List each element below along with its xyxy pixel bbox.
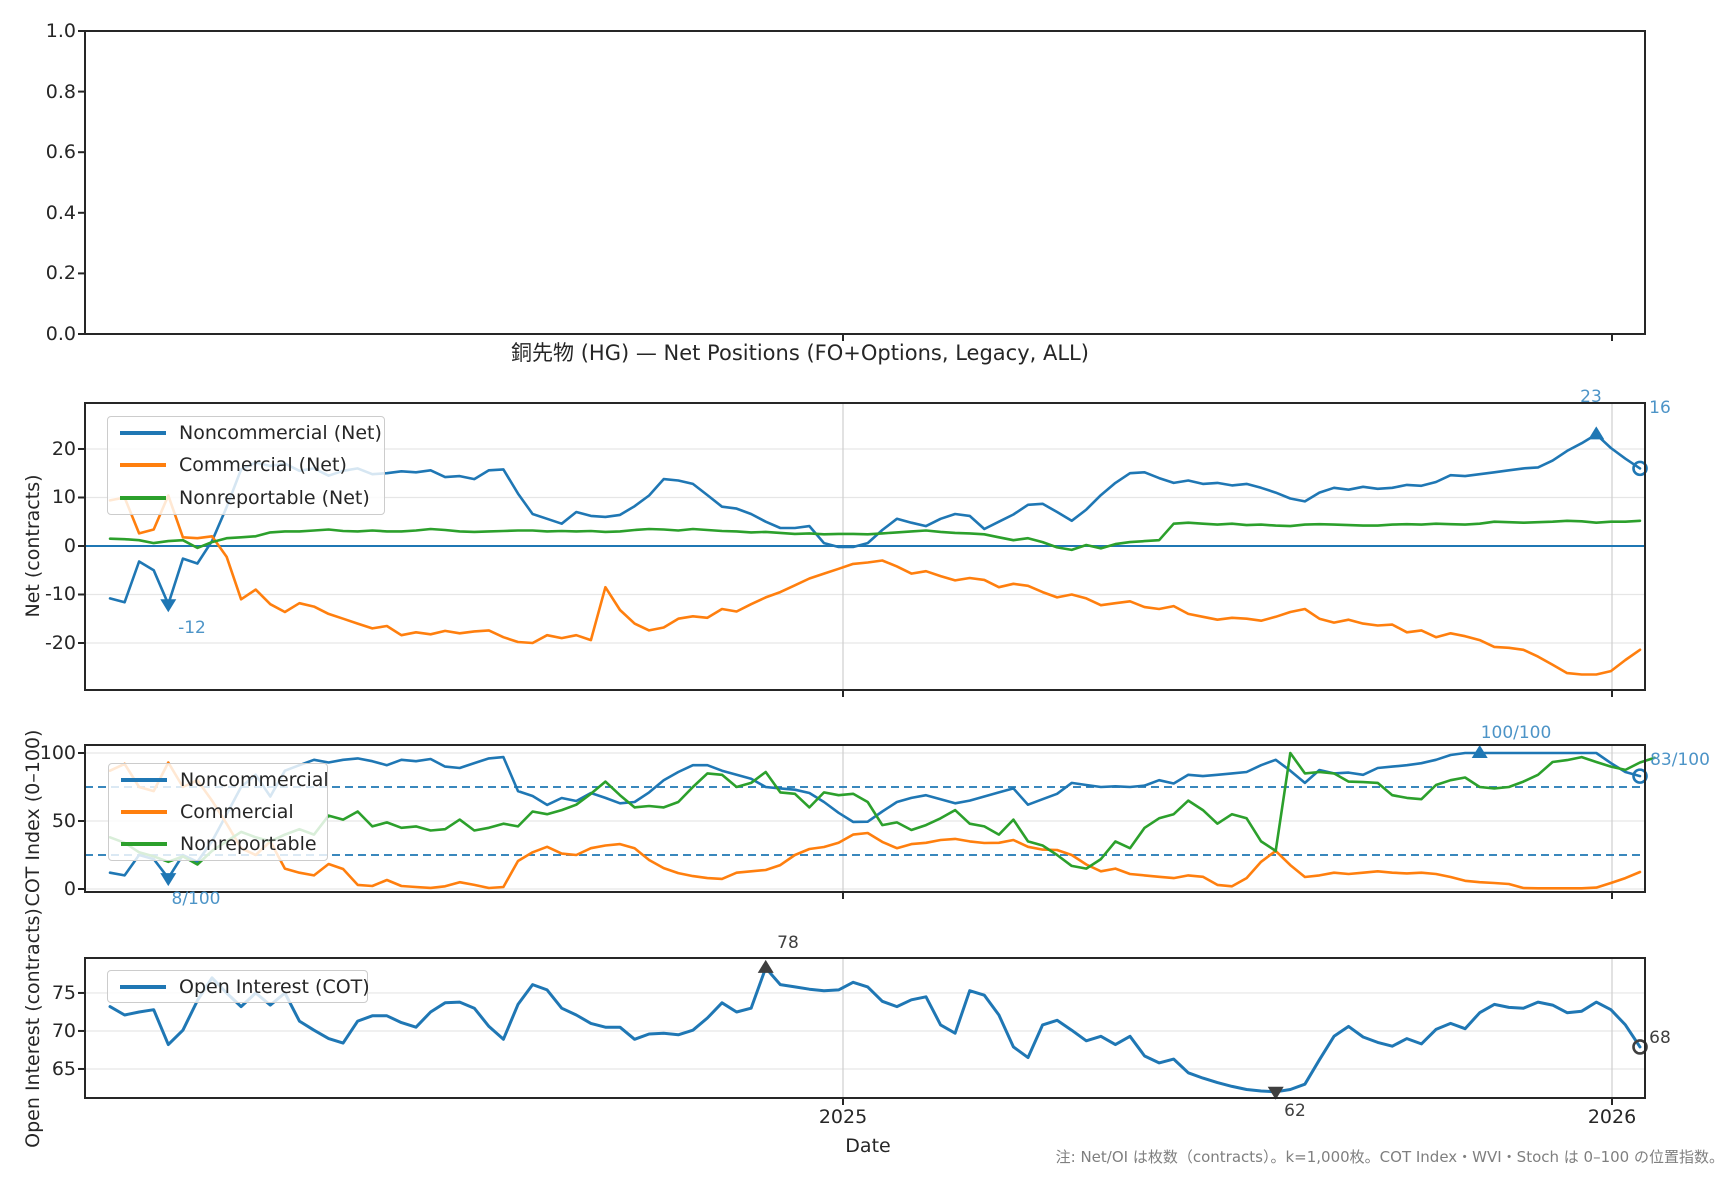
max-marker-icon bbox=[1471, 744, 1488, 758]
commercial-line-swatch bbox=[120, 463, 166, 468]
legend-item: Noncommercial (Net) bbox=[108, 417, 384, 449]
y-tick-label: 10 bbox=[51, 486, 76, 509]
last-value-marker-icon bbox=[1632, 768, 1648, 784]
annotation-p3-end: 83/100 bbox=[1650, 750, 1710, 770]
y-tick-label: -10 bbox=[44, 583, 76, 606]
y-tick-label: 0.6 bbox=[45, 141, 76, 164]
legend-label: Commercial bbox=[180, 801, 294, 823]
footnote: 注: Net/OI は枚数（contracts）。k=1,000枚。COT In… bbox=[1055, 1148, 1724, 1166]
panel2-ylabel: Net (contracts) bbox=[22, 474, 44, 618]
commercial-line bbox=[108, 761, 1642, 890]
min-marker-icon bbox=[1267, 1086, 1284, 1100]
chart-title: 銅先物 (HG) — Net Positions (FO+Options, Le… bbox=[511, 341, 1089, 365]
commercial-net--line bbox=[108, 494, 1642, 676]
legend-label: Noncommercial bbox=[180, 769, 329, 791]
open-interest-cot--line bbox=[108, 966, 1642, 1094]
min-marker-icon bbox=[160, 873, 177, 887]
legend-item: Open Interest (COT) bbox=[108, 971, 370, 1002]
y-tick-label: 0 bbox=[63, 534, 76, 557]
legend-item: Noncommercial bbox=[109, 764, 329, 796]
annotation-p4-max: 78 bbox=[777, 933, 799, 953]
annotation-p3-max: 100/100 bbox=[1480, 723, 1552, 743]
y-tick-label: 0.4 bbox=[45, 201, 76, 224]
annotation-p4-min: 62 bbox=[1284, 1101, 1306, 1121]
max-marker-icon bbox=[1588, 426, 1605, 440]
legend-item: Commercial bbox=[109, 796, 327, 828]
panel-4-border bbox=[84, 957, 1646, 1099]
y-tick-label: 20 bbox=[51, 437, 76, 460]
noncommercial-line-swatch bbox=[120, 431, 166, 436]
legend-label: Noncommercial (Net) bbox=[179, 422, 382, 445]
annotation-p3-min: 8/100 bbox=[171, 889, 221, 909]
y-tick-label: 70 bbox=[51, 1019, 76, 1042]
y-tick-label: 65 bbox=[51, 1057, 76, 1080]
panel3-legend: Noncommercial Commercial Nonreportable bbox=[108, 763, 329, 861]
last-value-marker-icon bbox=[1632, 1039, 1648, 1055]
panel-1-border bbox=[84, 30, 1646, 335]
noncommercial-line-swatch bbox=[121, 778, 167, 782]
legend-label: Nonreportable bbox=[180, 833, 317, 855]
legend-item: Nonreportable bbox=[109, 828, 327, 860]
panel2-legend: Noncommercial (Net) Commercial (Net) Non… bbox=[107, 416, 385, 515]
commercial-line-swatch bbox=[121, 810, 167, 814]
legend-item: Commercial (Net) bbox=[108, 449, 384, 481]
min-marker-icon bbox=[160, 599, 177, 613]
nonreportable-line bbox=[108, 751, 1656, 870]
annotation-p2-max: 23 bbox=[1580, 387, 1602, 407]
annotation-p4-end: 68 bbox=[1649, 1028, 1671, 1048]
y-tick-label: 50 bbox=[51, 809, 76, 832]
legend-label: Commercial (Net) bbox=[179, 454, 347, 477]
x-tick-2025: 2025 bbox=[818, 1106, 868, 1128]
noncommercial-line bbox=[108, 751, 1642, 880]
open-interest-line-swatch bbox=[120, 984, 166, 989]
legend-item: Nonreportable (Net) bbox=[108, 482, 384, 514]
nonreportable-line-swatch bbox=[121, 842, 167, 846]
y-tick-label: 0 bbox=[63, 877, 76, 900]
max-marker-icon bbox=[757, 959, 774, 973]
panel4-ylabel: Open Interest (contracts) bbox=[22, 908, 44, 1148]
panel-3-border bbox=[84, 744, 1646, 893]
y-tick-label: 0.2 bbox=[45, 262, 76, 285]
legend-label: Nonreportable (Net) bbox=[179, 486, 370, 509]
y-tick-label: 75 bbox=[51, 981, 76, 1004]
y-tick-label: 0.8 bbox=[45, 80, 76, 103]
nonreportable-net--line bbox=[108, 519, 1642, 552]
x-axis-label: Date bbox=[845, 1135, 891, 1157]
panel4-legend: Open Interest (COT) bbox=[107, 970, 370, 1003]
legend-label: Open Interest (COT) bbox=[179, 975, 370, 998]
y-tick-label: 0.0 bbox=[45, 323, 76, 345]
nonreportable-line-swatch bbox=[120, 495, 166, 500]
annotation-p2-min: -12 bbox=[178, 618, 206, 638]
annotation-p2-end: 16 bbox=[1649, 398, 1671, 418]
y-tick-label: 100 bbox=[39, 741, 76, 764]
y-tick-label: 1.0 bbox=[45, 20, 76, 42]
y-tick-label: -20 bbox=[44, 631, 76, 654]
last-value-marker-icon bbox=[1632, 460, 1648, 477]
x-tick-2026: 2026 bbox=[1587, 1106, 1637, 1128]
